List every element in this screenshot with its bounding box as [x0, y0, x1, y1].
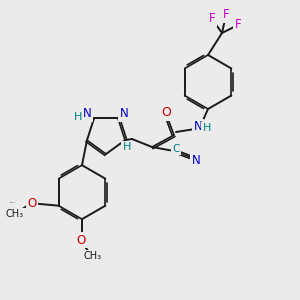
- Text: N: N: [192, 154, 200, 166]
- Text: F: F: [223, 8, 229, 22]
- Text: N: N: [194, 121, 202, 134]
- Text: O: O: [161, 106, 171, 119]
- Text: N: N: [83, 107, 92, 120]
- Text: F: F: [235, 19, 241, 32]
- Text: H: H: [74, 112, 82, 122]
- Text: N: N: [119, 107, 128, 120]
- Text: H: H: [203, 123, 211, 133]
- Text: F: F: [209, 13, 215, 26]
- Text: methoxy: methoxy: [10, 201, 16, 203]
- Text: CH₃: CH₃: [5, 209, 24, 219]
- Text: H: H: [123, 142, 131, 152]
- Text: C: C: [172, 144, 180, 154]
- Text: O: O: [76, 234, 85, 247]
- Text: CH₃: CH₃: [84, 251, 102, 261]
- Text: O: O: [27, 197, 36, 210]
